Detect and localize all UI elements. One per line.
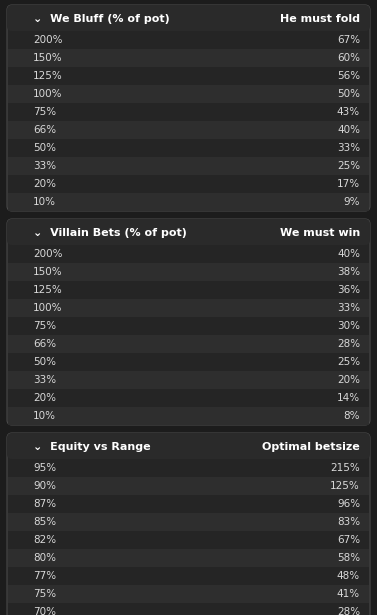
Text: 28%: 28% — [337, 608, 360, 615]
Bar — [8, 139, 369, 157]
Text: 200%: 200% — [33, 35, 63, 46]
Bar — [8, 371, 369, 389]
Bar — [8, 407, 369, 425]
Bar — [8, 585, 369, 603]
Bar — [8, 353, 369, 371]
Bar — [8, 245, 369, 263]
FancyBboxPatch shape — [7, 5, 370, 211]
Text: 33%: 33% — [337, 143, 360, 153]
Text: 58%: 58% — [337, 554, 360, 563]
Text: 50%: 50% — [33, 143, 56, 153]
Bar — [8, 263, 369, 281]
Text: 10%: 10% — [33, 197, 56, 207]
Text: 75%: 75% — [33, 589, 56, 600]
Text: 40%: 40% — [337, 125, 360, 135]
Text: 125%: 125% — [330, 482, 360, 491]
Text: Optimal betsize: Optimal betsize — [262, 442, 360, 451]
Text: 20%: 20% — [33, 180, 56, 189]
Bar — [8, 299, 369, 317]
Bar — [8, 175, 369, 193]
Text: We must win: We must win — [280, 228, 360, 237]
FancyBboxPatch shape — [7, 433, 370, 459]
Text: 50%: 50% — [33, 357, 56, 367]
Text: 100%: 100% — [33, 303, 63, 314]
Text: 9%: 9% — [343, 197, 360, 207]
Bar — [8, 567, 369, 585]
Bar — [8, 335, 369, 353]
Text: 90%: 90% — [33, 482, 56, 491]
Bar — [8, 513, 369, 531]
Text: 125%: 125% — [33, 285, 63, 295]
Text: 125%: 125% — [33, 71, 63, 81]
Text: 83%: 83% — [337, 517, 360, 527]
Text: 95%: 95% — [33, 463, 56, 474]
Text: 50%: 50% — [337, 89, 360, 100]
Bar — [8, 495, 369, 513]
Bar — [8, 67, 369, 85]
Text: 30%: 30% — [337, 322, 360, 331]
Text: 20%: 20% — [337, 375, 360, 386]
Text: He must fold: He must fold — [280, 14, 360, 23]
Bar — [8, 121, 369, 139]
Text: 56%: 56% — [337, 71, 360, 81]
Text: 75%: 75% — [33, 108, 56, 117]
Text: ⌄  We Bluff (% of pot): ⌄ We Bluff (% of pot) — [33, 14, 170, 23]
Text: 67%: 67% — [337, 35, 360, 46]
Text: 66%: 66% — [33, 339, 56, 349]
Text: 215%: 215% — [330, 463, 360, 474]
Text: 80%: 80% — [33, 554, 56, 563]
FancyBboxPatch shape — [7, 219, 370, 245]
Text: ⌄  Villain Bets (% of pot): ⌄ Villain Bets (% of pot) — [33, 228, 187, 237]
Bar — [8, 85, 369, 103]
FancyBboxPatch shape — [7, 5, 370, 31]
Text: 41%: 41% — [337, 589, 360, 600]
Text: 25%: 25% — [337, 161, 360, 172]
Bar — [8, 157, 369, 175]
Text: 75%: 75% — [33, 322, 56, 331]
Text: 8%: 8% — [343, 411, 360, 421]
Text: 96%: 96% — [337, 499, 360, 509]
Bar — [8, 281, 369, 299]
Text: ⌄  Equity vs Range: ⌄ Equity vs Range — [33, 442, 151, 451]
Text: 38%: 38% — [337, 268, 360, 277]
Bar — [8, 31, 369, 49]
Text: 33%: 33% — [33, 161, 56, 172]
Text: 150%: 150% — [33, 54, 63, 63]
Bar — [8, 103, 369, 121]
Text: 48%: 48% — [337, 571, 360, 581]
Text: 33%: 33% — [33, 375, 56, 386]
Text: 70%: 70% — [33, 608, 56, 615]
Bar — [8, 477, 369, 495]
Text: 17%: 17% — [337, 180, 360, 189]
Bar — [8, 317, 369, 335]
FancyBboxPatch shape — [7, 433, 370, 615]
Text: 36%: 36% — [337, 285, 360, 295]
Text: 87%: 87% — [33, 499, 56, 509]
Text: 85%: 85% — [33, 517, 56, 527]
Bar — [8, 531, 369, 549]
Text: 150%: 150% — [33, 268, 63, 277]
Text: 200%: 200% — [33, 249, 63, 260]
Text: 25%: 25% — [337, 357, 360, 367]
Bar — [8, 603, 369, 615]
Text: 43%: 43% — [337, 108, 360, 117]
Text: 28%: 28% — [337, 339, 360, 349]
Bar — [8, 389, 369, 407]
Text: 10%: 10% — [33, 411, 56, 421]
Text: 20%: 20% — [33, 394, 56, 403]
Text: 66%: 66% — [33, 125, 56, 135]
Bar — [8, 549, 369, 567]
Text: 67%: 67% — [337, 536, 360, 546]
Text: 40%: 40% — [337, 249, 360, 260]
Text: 77%: 77% — [33, 571, 56, 581]
Text: 33%: 33% — [337, 303, 360, 314]
Bar — [8, 459, 369, 477]
Text: 60%: 60% — [337, 54, 360, 63]
Bar — [8, 49, 369, 67]
Bar — [8, 193, 369, 211]
FancyBboxPatch shape — [7, 219, 370, 425]
Text: 82%: 82% — [33, 536, 56, 546]
Text: 100%: 100% — [33, 89, 63, 100]
Text: 14%: 14% — [337, 394, 360, 403]
